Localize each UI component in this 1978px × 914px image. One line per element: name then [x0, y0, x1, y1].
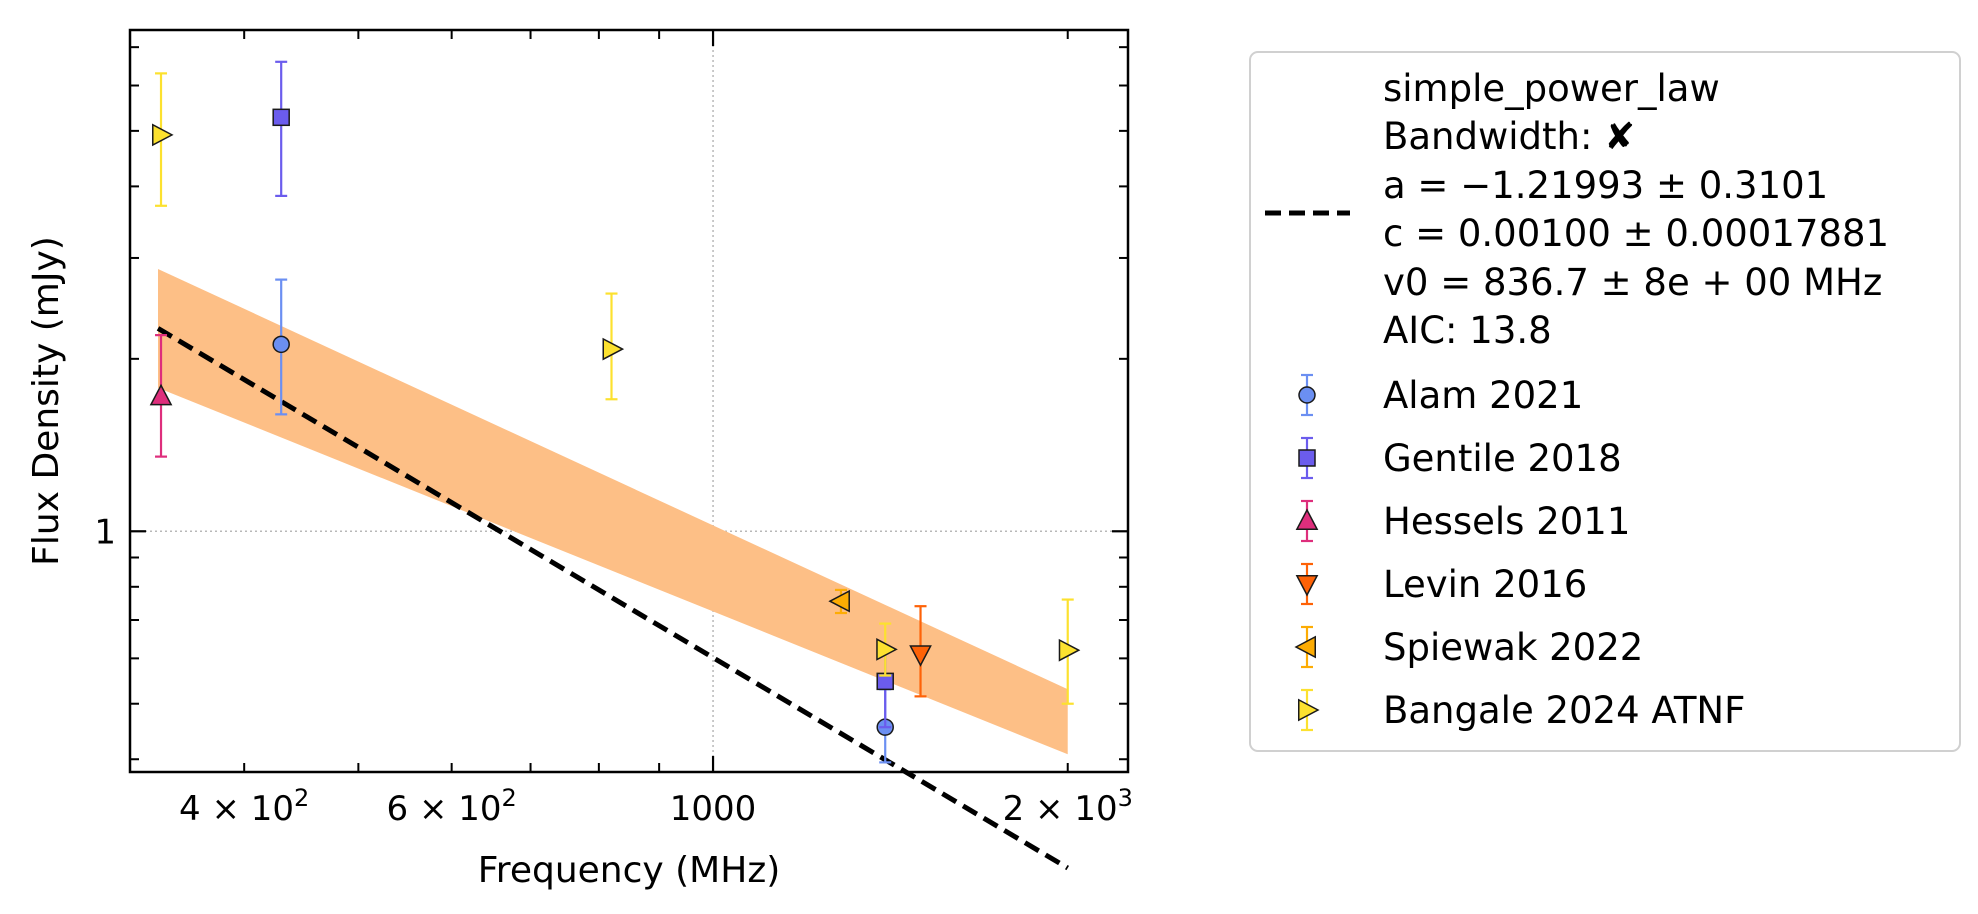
legend-fit-a: a = −1.21993 ± 0.3101: [1383, 164, 1828, 207]
x-tick-label-base: 1000: [670, 789, 757, 829]
legend-fit-bandwidth: Bandwidth: ✘: [1383, 115, 1635, 158]
x-tick-label-base: 4 × 10: [179, 789, 294, 829]
x-tick-label-base: 2 × 10: [1003, 789, 1118, 829]
legend-entry: Spiewak 2022: [1294, 625, 1643, 669]
legend-marker: [1298, 698, 1320, 722]
legend-marker: [1298, 386, 1316, 404]
series-levin-2016: [909, 605, 932, 698]
legend-fit-v0: v0 = 836.7 ± 8e + 00 MHz: [1383, 261, 1882, 304]
fit-line: [156, 326, 1070, 871]
series-spiewak-2022: [828, 588, 850, 615]
legend-label: Levin 2016: [1383, 563, 1587, 606]
data-point: [909, 645, 932, 667]
legend-label: Alam 2021: [1383, 374, 1583, 417]
x-tick-label: 4 × 102: [179, 784, 309, 829]
legend-entries: Alam 2021 Gentile 2018 Hessels 2011 Levin 2…: [1294, 373, 1745, 732]
legend-fit-aic: AIC: 13.8: [1383, 309, 1552, 352]
data-point: [152, 123, 174, 147]
legend-fit-c: c = 0.00100 ± 0.00017881: [1383, 212, 1889, 255]
legend-label: Gentile 2018: [1383, 437, 1622, 480]
data-point: [1058, 638, 1081, 662]
x-tick-label: 6 × 102: [387, 784, 517, 829]
x-axis-label: Frequency (MHz): [478, 850, 781, 891]
data-points-layer: [149, 60, 1081, 764]
legend-entry: Levin 2016: [1295, 562, 1587, 606]
legend-label: Bangale 2024 ATNF: [1383, 689, 1745, 732]
series-bangale-2024-atnf: [152, 72, 1081, 705]
legend-entry: Hessels 2011: [1295, 499, 1630, 543]
legend-marker: [1295, 508, 1319, 530]
x-tick-label: 2 × 103: [1003, 784, 1133, 829]
fit-uncertainty-band-layer: [158, 268, 1068, 755]
y-tick-label: 1: [94, 512, 116, 552]
plot-frame: [128, 28, 1130, 774]
legend: simple_power_law Bandwidth: ✘ a = −1.219…: [1249, 51, 1961, 752]
data-point: [272, 108, 290, 127]
grid-lines: [130, 30, 1128, 772]
legend-box: [1249, 51, 1961, 752]
data-point: [876, 638, 898, 661]
x-tick-label-exponent: 3: [1118, 784, 1133, 812]
legend-entry: Alam 2021: [1298, 373, 1583, 417]
data-point: [602, 337, 625, 361]
legend-entry: Gentile 2018: [1298, 436, 1622, 480]
legend-marker: [1298, 449, 1316, 467]
series-hessels-2011: [149, 334, 173, 458]
fit-uncertainty-band: [158, 268, 1068, 755]
legend-label: Hessels 2011: [1383, 500, 1630, 543]
y-axis-label: Flux Density (mJy): [26, 236, 67, 566]
x-tick-label-exponent: 2: [502, 784, 517, 812]
x-tick-label: 1000: [670, 789, 757, 829]
legend-entry: Bangale 2024 ATNF: [1298, 688, 1745, 732]
data-point: [149, 383, 173, 406]
legend-marker: [1294, 635, 1316, 659]
data-point: [272, 335, 290, 354]
legend-fit-model: simple_power_law: [1383, 67, 1720, 110]
fit-line-layer: [156, 326, 1070, 871]
x-tick-label-base: 6 × 10: [387, 789, 502, 829]
data-point: [828, 589, 850, 613]
legend-label: Spiewak 2022: [1383, 626, 1643, 669]
x-tick-label-exponent: 2: [294, 784, 309, 812]
legend-marker: [1295, 575, 1319, 597]
